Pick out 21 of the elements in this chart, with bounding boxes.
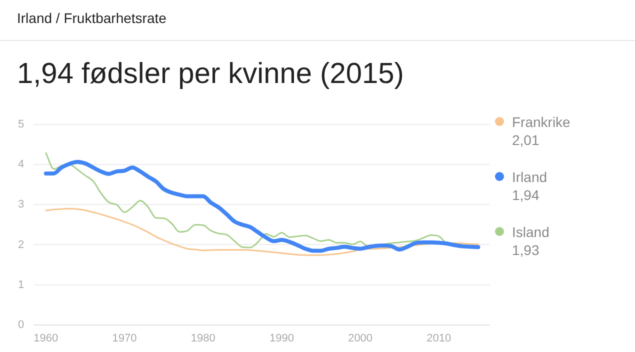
y-tick-label: 1 (18, 278, 24, 291)
legend-label: Irland (512, 168, 548, 186)
chart-title: 1,94 fødsler per kvinne (2015) (17, 58, 404, 91)
y-tick-label: 0 (18, 318, 24, 331)
x-tick-label: 1980 (190, 332, 216, 344)
y-tick-label: 3 (18, 198, 24, 211)
x-tick-label: 1990 (269, 332, 294, 344)
x-tick-label: 2010 (426, 332, 452, 344)
x-tick-label: 2000 (348, 332, 373, 344)
line-series (45, 208, 479, 256)
chart-subtitle: Irland / Fruktbarhetsrate (17, 10, 166, 26)
legend-label: Frankrike (512, 113, 570, 131)
y-tick-label: 2 (18, 238, 24, 251)
text: 2,01 (512, 131, 540, 149)
text: 1,93 (512, 241, 540, 259)
y-tick-label: 5 (18, 118, 24, 131)
text: 1,94 (512, 186, 540, 204)
legend-label: Island (512, 223, 550, 241)
y-tick-label: 4 (18, 158, 24, 171)
x-tick-label: 1970 (112, 332, 137, 344)
x-tick-label: 1960 (34, 332, 58, 344)
